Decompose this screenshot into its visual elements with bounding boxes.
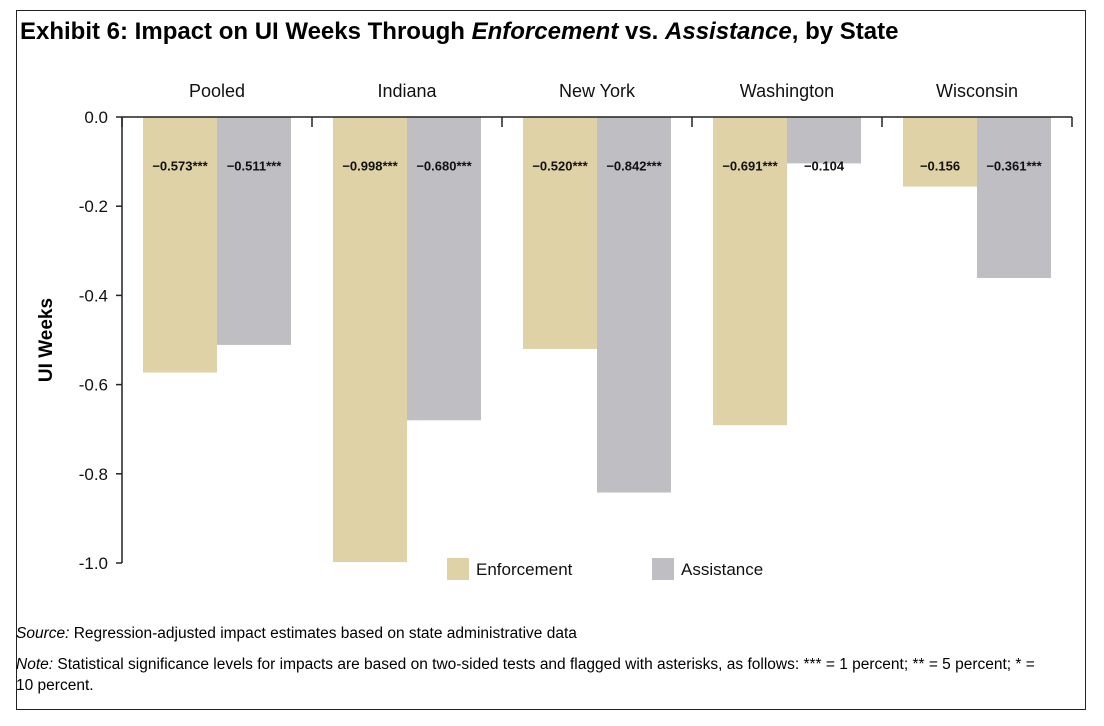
y-tick-label: -0.8 — [79, 465, 108, 484]
note-line: Note: Statistical significance levels fo… — [16, 654, 1056, 696]
bar-enforcement-washington — [713, 117, 787, 426]
data-label: −0.104 — [804, 159, 845, 174]
y-tick-label: -0.6 — [79, 376, 108, 395]
y-axis-label: UI Weeks — [36, 298, 57, 382]
data-label: −0.156 — [920, 159, 960, 174]
data-label: −0.520*** — [532, 159, 588, 174]
category-label: New York — [559, 81, 636, 101]
source-label: Source: — [16, 625, 70, 642]
title-emphasis-assistance: Assistance — [665, 18, 792, 45]
source-text: Regression-adjusted impact estimates bas… — [69, 625, 577, 642]
bar-enforcement-wisconsin — [903, 117, 977, 187]
bar-enforcement-pooled — [143, 117, 217, 373]
bar-enforcement-new-york — [523, 117, 597, 349]
category-label: Indiana — [377, 81, 437, 101]
legend-label-enforcement: Enforcement — [476, 560, 573, 579]
category-label: Washington — [740, 81, 834, 101]
bar-assistance-new-york — [597, 117, 671, 493]
y-tick-label: -0.2 — [79, 197, 108, 216]
data-label: −0.691*** — [722, 159, 778, 174]
data-label: −0.842*** — [606, 159, 662, 174]
note-text: Statistical significance levels for impa… — [16, 656, 1035, 694]
data-label: −0.998*** — [342, 159, 398, 174]
note-label: Note: — [16, 656, 54, 673]
bar-assistance-washington — [787, 117, 861, 164]
data-label: −0.511*** — [227, 159, 283, 174]
bar-assistance-pooled — [217, 117, 291, 345]
title-emphasis-enforcement: Enforcement — [471, 18, 619, 45]
data-label: −0.573*** — [152, 159, 208, 174]
title-suffix: , by State — [791, 18, 899, 45]
title-prefix: Exhibit 6: Impact on UI Weeks Through — [20, 18, 472, 45]
legend-label-assistance: Assistance — [681, 560, 763, 579]
y-tick-label: 0.0 — [84, 108, 108, 127]
y-tick-label: -1.0 — [79, 554, 108, 573]
bar-enforcement-indiana — [333, 117, 407, 563]
category-label: Wisconsin — [936, 81, 1018, 101]
bar-assistance-indiana — [407, 117, 481, 421]
legend-swatch-assistance — [652, 558, 674, 580]
title-mid: vs. — [618, 18, 666, 45]
data-label: −0.680*** — [416, 159, 472, 174]
source-line: Source: Regression-adjusted impact estim… — [16, 625, 577, 643]
bar-assistance-wisconsin — [977, 117, 1051, 279]
category-label: Pooled — [189, 81, 245, 101]
exhibit-title: Exhibit 6: Impact on UI Weeks Through En… — [20, 18, 898, 46]
y-tick-label: -0.4 — [79, 286, 108, 305]
data-label: −0.361*** — [986, 159, 1042, 174]
legend-swatch-enforcement — [447, 558, 469, 580]
